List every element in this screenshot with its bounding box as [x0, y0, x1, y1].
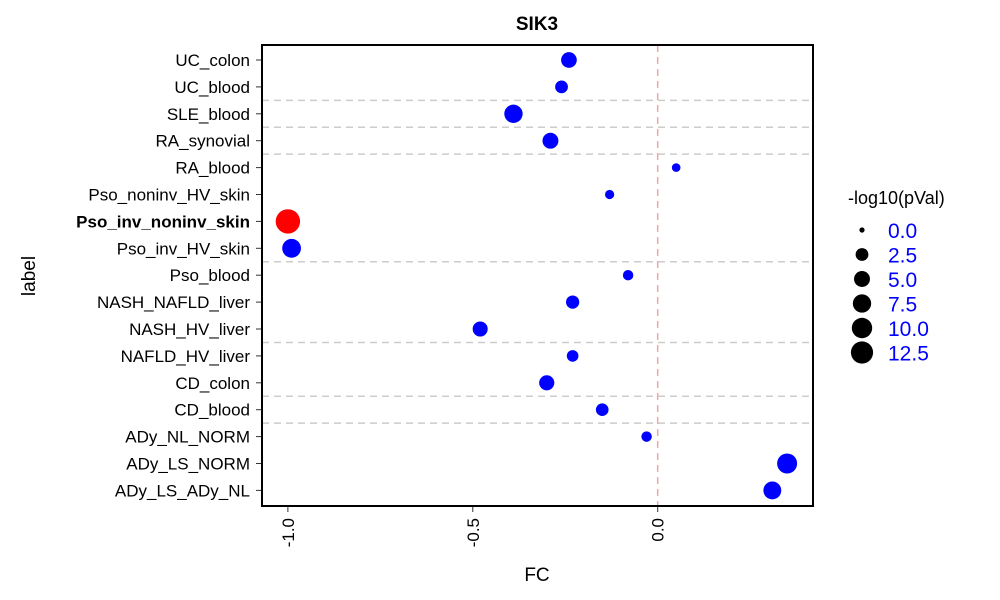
y-tick-label: ADy_LS_NORM [126, 455, 250, 474]
legend-entry-label: 0.0 [888, 220, 917, 243]
data-point-nash-nafld-liver [566, 295, 580, 309]
legend-entry-label: 7.5 [888, 294, 917, 317]
legend-key-circle [850, 341, 874, 364]
data-point-pso-inv-noninv-skin [275, 209, 301, 234]
y-tick-label: Pso_inv_noninv_skin [76, 212, 250, 231]
x-axis-title: FC [524, 565, 549, 586]
legend-key-circle [859, 227, 865, 233]
data-point-cd-colon [539, 375, 555, 391]
data-point-ra-synovial [542, 132, 559, 149]
y-tick-label: UC_blood [174, 78, 250, 97]
data-point-uc-colon [561, 52, 577, 68]
legend-key-circle [851, 317, 873, 339]
y-tick-label: SLE_blood [167, 105, 250, 124]
data-point-ady-ls-norm [777, 453, 798, 474]
group-separators [262, 99, 813, 424]
data-point-pso-noninv-hv-skin [605, 189, 615, 200]
data-point-nafld-hv-liver [566, 350, 579, 362]
y-tick-label: CD_colon [175, 374, 250, 393]
y-tick-label: NASH_NAFLD_liver [97, 293, 250, 312]
legend-title: -log10(pVal) [848, 188, 945, 208]
data-point-uc-blood [555, 80, 568, 94]
x-ticks: -1.0 -0.5 0.0 [279, 506, 668, 547]
y-tick-label: ADy_NL_NORM [125, 428, 250, 447]
y-axis-title: label [19, 256, 40, 296]
y-tick-label: RA_synovial [156, 132, 251, 151]
y-tick-label: CD_blood [174, 401, 250, 420]
y-tick-label: Pso_inv_HV_skin [117, 239, 250, 258]
plot-panel-border [261, 44, 814, 507]
legend-entry-label: 5.0 [888, 269, 917, 292]
legend-entry-label: 2.5 [888, 245, 917, 268]
y-tick-label: NASH_HV_liver [129, 320, 250, 339]
y-tick-labels: UC_colon UC_blood SLE_blood RA_synovial RA_b… [76, 51, 262, 500]
data-point-ady-nl-norm [641, 431, 652, 442]
y-tick-label: Pso_noninv_HV_skin [88, 186, 250, 205]
data-point-ady-ls-ady-nl [763, 481, 782, 500]
y-tick-label: UC_colon [175, 51, 250, 70]
x-tick-label: -1.0 [279, 518, 298, 547]
y-tick-label: ADy_LS_ADy_NL [115, 481, 250, 500]
legend-entry-label: 12.5 [888, 343, 929, 366]
data-point-pso-blood [622, 269, 634, 281]
x-tick-label: -0.5 [464, 518, 483, 547]
data-point-nash-hv-liver [472, 321, 488, 337]
legend-key-circle [852, 294, 872, 313]
legend-key-circle [854, 271, 870, 287]
y-tick-label: Pso_blood [170, 266, 250, 285]
data-point-pso-inv-hv-skin [282, 238, 301, 258]
data-point-sle-blood [504, 104, 523, 123]
y-tick-label: NAFLD_HV_liver [121, 347, 251, 366]
data-point-ra-blood [671, 163, 681, 172]
data-point-cd-blood [595, 403, 609, 417]
legend-key-circle [855, 248, 869, 261]
data-points [275, 52, 798, 500]
x-tick-label: 0.0 [649, 518, 668, 542]
size-legend: -log10(pVal) 0.02.55.07.510.012.5 [848, 188, 945, 366]
chart-title: SIK3 [516, 14, 558, 35]
legend-entry-label: 10.0 [888, 318, 929, 341]
y-tick-label: RA_blood [175, 159, 250, 178]
